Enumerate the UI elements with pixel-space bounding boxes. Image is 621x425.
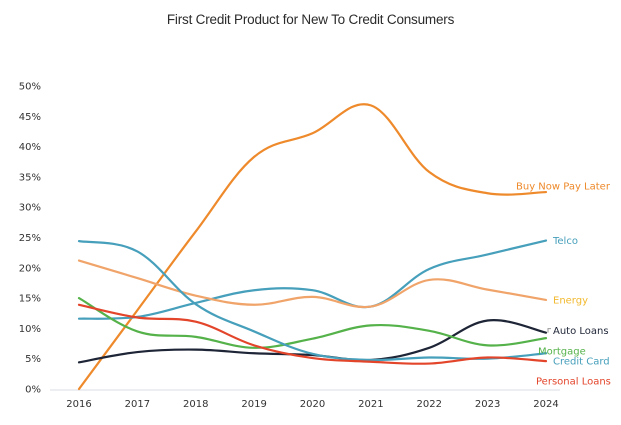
series-mortgage bbox=[77, 297, 548, 349]
y-tick-label: 15% bbox=[19, 294, 41, 305]
series-lines bbox=[77, 103, 548, 391]
y-tick-label: 20% bbox=[19, 263, 41, 274]
y-tick-label: 50% bbox=[19, 82, 41, 93]
x-tick-label: 2019 bbox=[241, 399, 266, 410]
series-credit-card bbox=[77, 240, 548, 362]
series-line-telco bbox=[77, 239, 548, 320]
series-personal-loans bbox=[77, 303, 548, 365]
y-tick-label: 30% bbox=[19, 203, 41, 214]
y-tick-label: 0% bbox=[25, 385, 41, 396]
y-axis: 0% 5% 10% 15% 20% 25% 30% 35% 40% 45% 50% bbox=[19, 82, 41, 396]
series-labels: Buy Now Pay Later Telco Energy Auto Loans Mo… bbox=[516, 182, 611, 388]
series-label-credit-card: Credit Card bbox=[553, 357, 610, 368]
x-tick-label: 2020 bbox=[300, 399, 325, 410]
label-connector bbox=[547, 328, 551, 333]
x-tick-label: 2018 bbox=[183, 399, 208, 410]
series-label-energy: Energy bbox=[553, 295, 588, 306]
series-label-mortgage: Mortgage bbox=[538, 347, 586, 358]
series-line-auto-loans bbox=[77, 319, 548, 364]
chart-title: First Credit Product for New To Credit C… bbox=[166, 12, 455, 27]
series-label-personal-loans: Personal Loans bbox=[536, 377, 611, 388]
x-axis: 2016 2017 2018 2019 2020 2021 2022 2023 2024 bbox=[50, 389, 560, 410]
x-tick-label: 2016 bbox=[66, 399, 91, 410]
series-label-buy-now-pay-later: Buy Now Pay Later bbox=[516, 182, 611, 193]
series-line-credit-card bbox=[77, 240, 548, 362]
series-label-telco: Telco bbox=[552, 236, 578, 247]
series-energy bbox=[77, 259, 548, 309]
x-tick-label: 2017 bbox=[125, 399, 150, 410]
series-line-buy-now-pay-later bbox=[77, 103, 548, 391]
series-buy-now-pay-later bbox=[77, 103, 548, 391]
y-tick-label: 25% bbox=[19, 233, 41, 244]
y-tick-label: 45% bbox=[19, 112, 41, 123]
x-tick-label: 2024 bbox=[533, 399, 558, 410]
y-tick-label: 10% bbox=[19, 324, 41, 335]
series-line-mortgage bbox=[77, 297, 548, 349]
series-line-energy bbox=[77, 259, 548, 309]
x-tick-label: 2023 bbox=[475, 399, 500, 410]
y-tick-label: 35% bbox=[19, 172, 41, 183]
x-tick-label: 2021 bbox=[358, 399, 383, 410]
y-tick-label: 5% bbox=[25, 354, 41, 365]
series-telco bbox=[77, 239, 548, 320]
y-tick-label: 40% bbox=[19, 142, 41, 153]
series-auto-loans bbox=[77, 319, 548, 364]
x-tick-label: 2022 bbox=[417, 399, 442, 410]
series-label-auto-loans: Auto Loans bbox=[553, 326, 609, 337]
